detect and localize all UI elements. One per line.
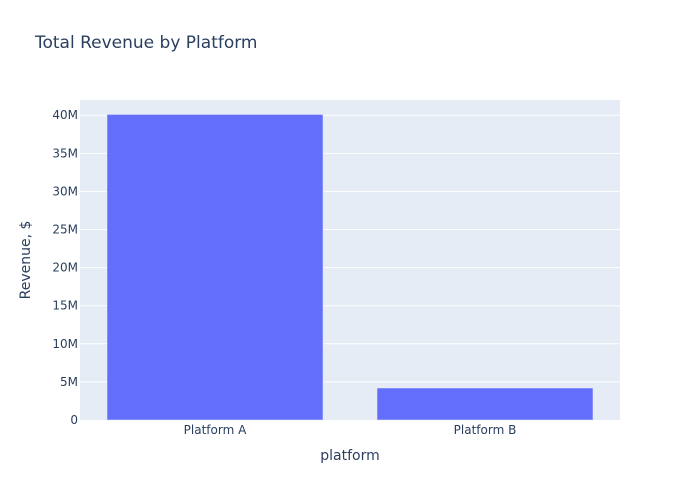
y-tick-label: 30M [52, 184, 78, 198]
y-tick-label: 15M [52, 299, 78, 313]
y-tick-label: 35M [52, 146, 78, 160]
x-axis-title: platform [320, 448, 380, 464]
bars [106, 114, 594, 421]
bar-platform-a [106, 114, 324, 421]
x-tick-label: Platform B [454, 423, 517, 437]
x-tick-label: Platform A [184, 423, 247, 437]
y-axis-title: Revenue, $ [18, 221, 34, 300]
y-axis-ticks: 0 5M 10M 15M 20M 25M 30M 35M 40M [52, 108, 78, 427]
bar-platform-b [376, 387, 594, 421]
y-tick-label: 25M [52, 223, 78, 237]
y-tick-label: 5M [60, 375, 78, 389]
chart-title: Total Revenue by Platform [35, 33, 258, 53]
x-axis-ticks: Platform A Platform B [184, 423, 517, 437]
y-tick-label: 10M [52, 337, 78, 351]
y-tick-label: 0 [70, 413, 78, 427]
y-tick-label: 40M [52, 108, 78, 122]
y-tick-label: 20M [52, 261, 78, 275]
